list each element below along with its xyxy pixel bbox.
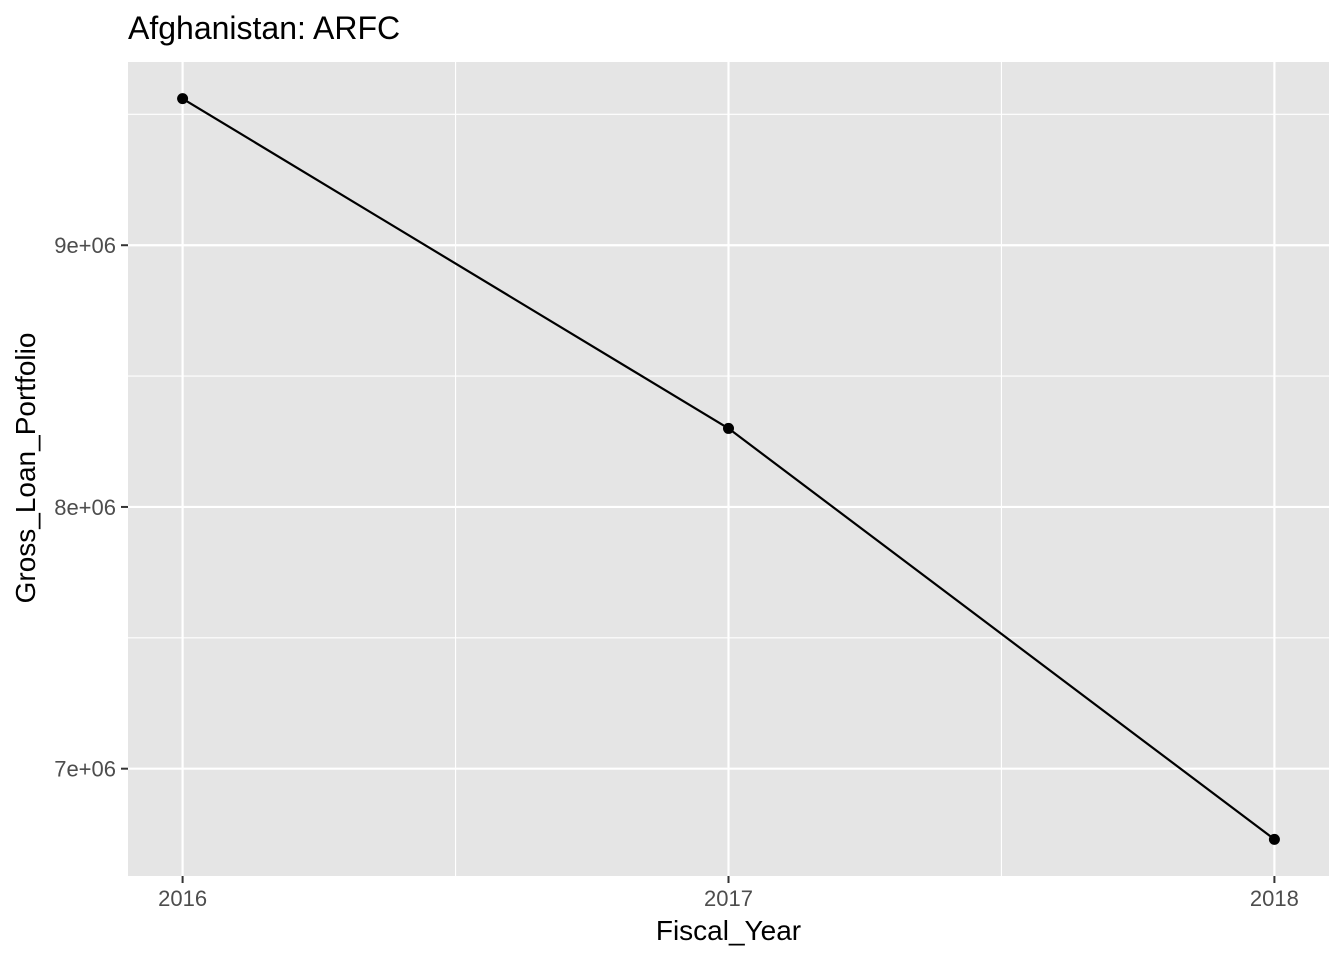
y-tick-label: 7e+06 [54,757,116,782]
x-tick-label: 2016 [158,886,207,911]
x-tick-label: 2017 [704,886,753,911]
y-axis-title: Gross_Loan_Portfolio [10,333,41,604]
data-point-2017 [723,422,734,434]
y-axis-ticks: 7e+06 8e+06 9e+06 [54,233,128,782]
x-axis-title: Fiscal_Year [656,915,801,946]
major-gridlines [128,62,1329,876]
points-layer [177,93,1280,845]
data-point-2018 [1268,833,1280,845]
x-axis-ticks: 2016 2017 2018 [158,876,1299,911]
x-tick-label: 2018 [1250,886,1299,911]
y-tick-label: 9e+06 [54,233,116,258]
data-point-2016 [177,93,189,105]
y-tick-label: 8e+06 [54,495,116,520]
chart-title: Afghanistan: ARFC [128,10,400,46]
